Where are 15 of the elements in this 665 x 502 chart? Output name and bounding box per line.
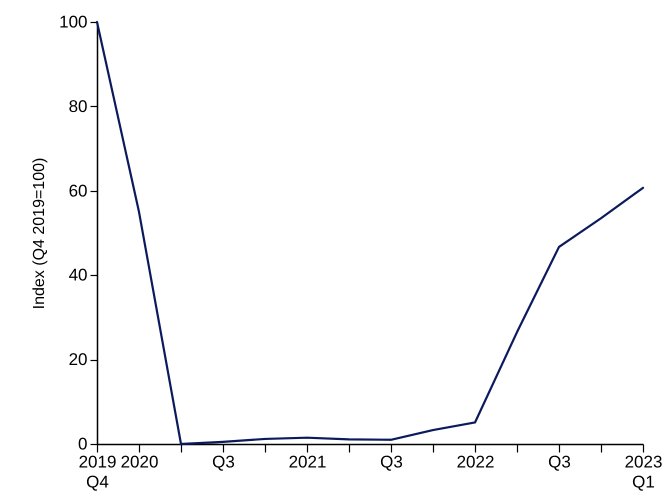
x-tick-label: Q3: [212, 452, 235, 472]
x-tick-label: Q3: [548, 452, 571, 472]
x-tick-label: 2019 Q4: [78, 452, 116, 492]
y-axis-title: Index (Q4 2019=100): [31, 158, 48, 310]
x-tick-label: 2020: [120, 452, 158, 472]
y-tick-label: 80: [68, 96, 88, 116]
x-tick-label: 2022: [456, 452, 494, 472]
x-tick-label: Q3: [380, 452, 403, 472]
x-tick-label: 2021: [288, 452, 326, 472]
x-tick-label: 2023 Q1: [624, 452, 662, 492]
y-tick-label: 40: [68, 266, 88, 285]
y-tick-label: 60: [68, 181, 88, 200]
y-tick-label: 100: [59, 12, 88, 32]
y-tick-label: 0: [78, 434, 88, 454]
y-tick-label: 20: [68, 350, 88, 370]
